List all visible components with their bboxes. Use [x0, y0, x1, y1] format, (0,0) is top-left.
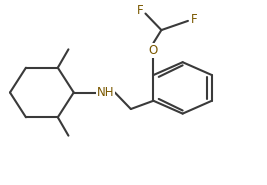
Text: F: F: [137, 4, 143, 17]
Text: F: F: [191, 14, 198, 26]
Text: NH: NH: [97, 86, 114, 99]
Text: O: O: [149, 44, 158, 57]
